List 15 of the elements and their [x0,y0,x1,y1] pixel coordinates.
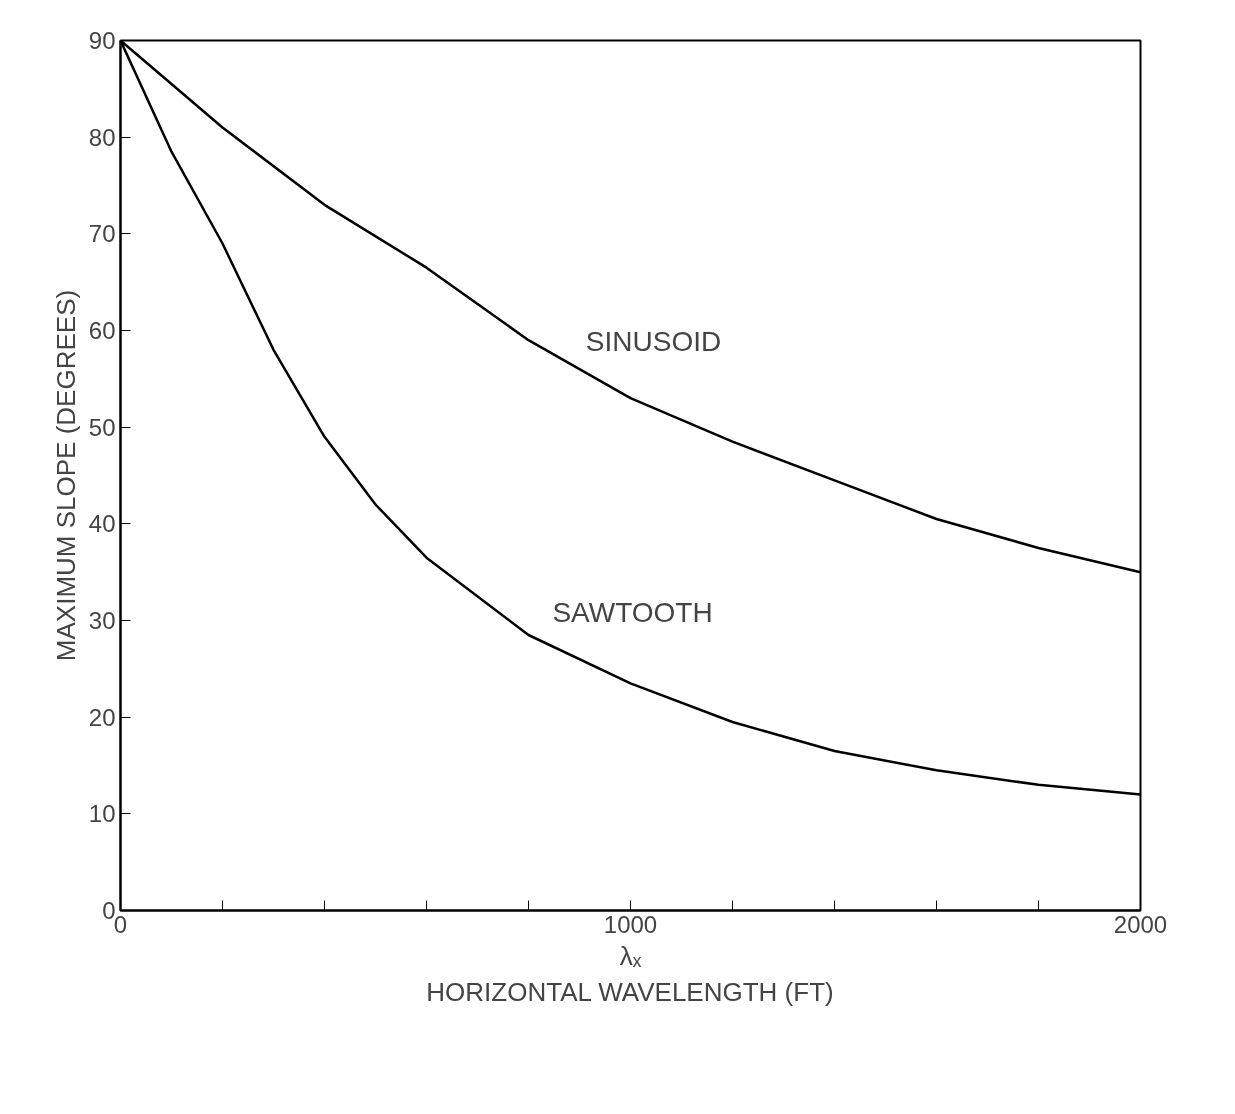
annotation: SAWTOOTH [552,597,713,628]
y-tick-label: 80 [88,123,116,151]
y-tick-label: 20 [88,703,116,731]
y-tick-label: 10 [88,800,116,828]
y-axis-title: MAXIMUM SLOPE (DEGREES) [50,289,81,662]
y-tick-label: 50 [88,413,116,441]
y-tick-label: 30 [88,607,116,634]
x-tick-label: 2000 [1113,910,1168,938]
y-tick-label: 60 [88,317,116,344]
y-tick-label: 70 [88,220,116,248]
x-axis-title: λₓ HORIZONTAL WAVELENGTH (FT) [426,940,834,1007]
y-tick-label: 40 [88,510,116,538]
y-tick-label: 90 [88,27,116,54]
x-tick-label: 1000 [603,910,658,938]
annotation: SINUSOID [585,326,722,357]
